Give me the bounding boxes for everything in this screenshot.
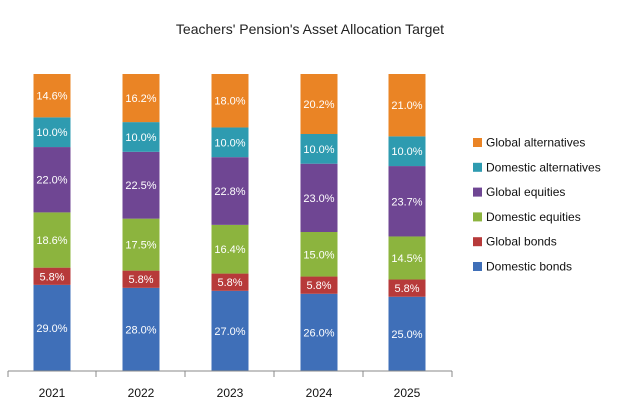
bar-segment-2024-global-alternatives	[300, 74, 338, 134]
data-label-2022-domestic-alternatives: 10.0%	[125, 132, 156, 144]
data-label-2024-global-bonds: 5.8%	[306, 280, 331, 292]
bar-segment-2024-domestic-bonds	[300, 293, 338, 371]
data-label-2023-global-alternatives: 18.0%	[214, 96, 245, 108]
legend-label-domestic-alternatives: Domestic alternatives	[486, 160, 601, 174]
bar-segment-2022-global-alternatives	[122, 74, 160, 123]
bar-segment-2023-domestic-bonds	[211, 290, 249, 371]
data-label-2025-domestic-bonds: 25.0%	[391, 329, 422, 341]
data-label-2023-global-equities: 22.8%	[214, 186, 245, 198]
data-label-2021-domestic-bonds: 29.0%	[36, 323, 67, 335]
bar-segment-2025-domestic-bonds	[388, 296, 426, 371]
data-label-2022-domestic-bonds: 28.0%	[125, 324, 156, 336]
data-label-2024-domestic-alternatives: 10.0%	[303, 144, 334, 156]
bar-segment-2025-domestic-alternatives	[388, 136, 426, 167]
legend-swatch-domestic-bonds	[473, 262, 482, 271]
data-label-2023-domestic-bonds: 27.0%	[214, 326, 245, 338]
bar-segment-2023-global-bonds	[211, 273, 249, 291]
x-tick-label-2024: 2024	[306, 386, 333, 400]
legend-label-global-alternatives: Global alternatives	[486, 136, 585, 150]
bar-segment-2022-domestic-equities	[122, 218, 160, 271]
bar-segment-2021-domestic-alternatives	[33, 117, 71, 148]
data-label-2025-domestic-equities: 14.5%	[391, 253, 422, 265]
data-label-2025-global-alternatives: 21.0%	[391, 100, 422, 112]
data-label-2022-domestic-equities: 17.5%	[125, 240, 156, 252]
bars-group: 29.0% 5.8% 18.6% 22.0% 10.0% 14.6% 28.0% 5.8% 17…	[33, 74, 426, 371]
data-label-2022-global-equities: 22.5%	[125, 180, 156, 192]
data-label-2021-global-bonds: 5.8%	[39, 271, 64, 283]
data-label-2025-global-bonds: 5.8%	[394, 283, 419, 295]
data-label-2023-global-bonds: 5.8%	[217, 277, 242, 289]
bar-segment-2025-global-bonds	[388, 279, 426, 297]
data-label-2024-global-equities: 23.0%	[303, 193, 334, 205]
data-label-2021-domestic-equities: 18.6%	[36, 235, 67, 247]
x-tick-label-2021: 2021	[39, 386, 66, 400]
legend-label-global-bonds: Global bonds	[486, 235, 557, 249]
bar-segment-2023-domestic-equities	[211, 224, 249, 274]
bar-segment-2024-global-equities	[300, 163, 338, 233]
legend-label-domestic-bonds: Domestic bonds	[486, 260, 572, 274]
bar-segment-2023-global-alternatives	[211, 74, 249, 128]
bar-segment-2021-global-equities	[33, 147, 71, 213]
legend-swatch-domestic-equities	[473, 212, 482, 222]
data-label-2024-global-alternatives: 20.2%	[303, 99, 334, 111]
bar-segment-2024-global-bonds	[300, 276, 338, 294]
bar-segment-2022-global-equities	[122, 151, 160, 219]
data-label-2021-domestic-alternatives: 10.0%	[36, 127, 67, 139]
bar-segment-2021-global-alternatives	[33, 74, 71, 118]
data-label-2022-global-alternatives: 16.2%	[125, 93, 156, 105]
bar-segment-2023-global-equities	[211, 157, 249, 225]
legend-label-domestic-equities: Domestic equities	[486, 210, 581, 224]
data-label-2025-global-equities: 23.7%	[391, 196, 422, 208]
bar-segment-2023-domestic-alternatives	[211, 127, 249, 158]
bar-segment-2021-global-bonds	[33, 267, 71, 285]
bar-segment-2024-domestic-alternatives	[300, 133, 338, 164]
bar-segment-2025-global-equities	[388, 166, 426, 237]
legend-swatch-domestic-alternatives	[473, 162, 482, 172]
bar-segment-2025-global-alternatives	[388, 74, 426, 137]
bar-segment-2024-domestic-equities	[300, 232, 338, 277]
data-label-2025-domestic-alternatives: 10.0%	[391, 146, 422, 158]
data-label-2021-global-equities: 22.0%	[36, 175, 67, 187]
legend-swatch-global-equities	[473, 187, 482, 197]
bar-segment-2022-global-bonds	[122, 270, 160, 288]
legend-swatch-global-bonds	[473, 237, 482, 247]
data-label-2023-domestic-alternatives: 10.0%	[214, 137, 245, 149]
x-tick-label-2025: 2025	[394, 386, 421, 400]
data-label-2023-domestic-equities: 16.4%	[214, 244, 245, 256]
legend-swatch-global-alternatives	[473, 138, 482, 147]
data-label-2022-global-bonds: 5.8%	[128, 274, 153, 286]
data-label-2024-domestic-bonds: 26.0%	[303, 327, 334, 339]
bar-segment-2022-domestic-bonds	[122, 287, 160, 371]
bar-segment-2025-domestic-equities	[388, 236, 426, 280]
bar-segment-2022-domestic-alternatives	[122, 122, 160, 152]
x-tick-label-2023: 2023	[217, 386, 244, 400]
legend: Global alternatives Domestic alternatives…	[473, 136, 601, 274]
bar-segment-2021-domestic-equities	[33, 212, 71, 268]
data-label-2024-domestic-equities: 15.0%	[303, 249, 334, 261]
x-tick-label-2022: 2022	[128, 386, 155, 400]
data-label-2021-global-alternatives: 14.6%	[36, 91, 67, 103]
legend-label-global-equities: Global equities	[486, 185, 565, 199]
bar-segment-2021-domestic-bonds	[33, 284, 71, 371]
chart-title: Teachers' Pension's Asset Allocation Tar…	[176, 21, 444, 37]
x-axis: 2021 2022 2023 2024 2025	[7, 370, 453, 400]
